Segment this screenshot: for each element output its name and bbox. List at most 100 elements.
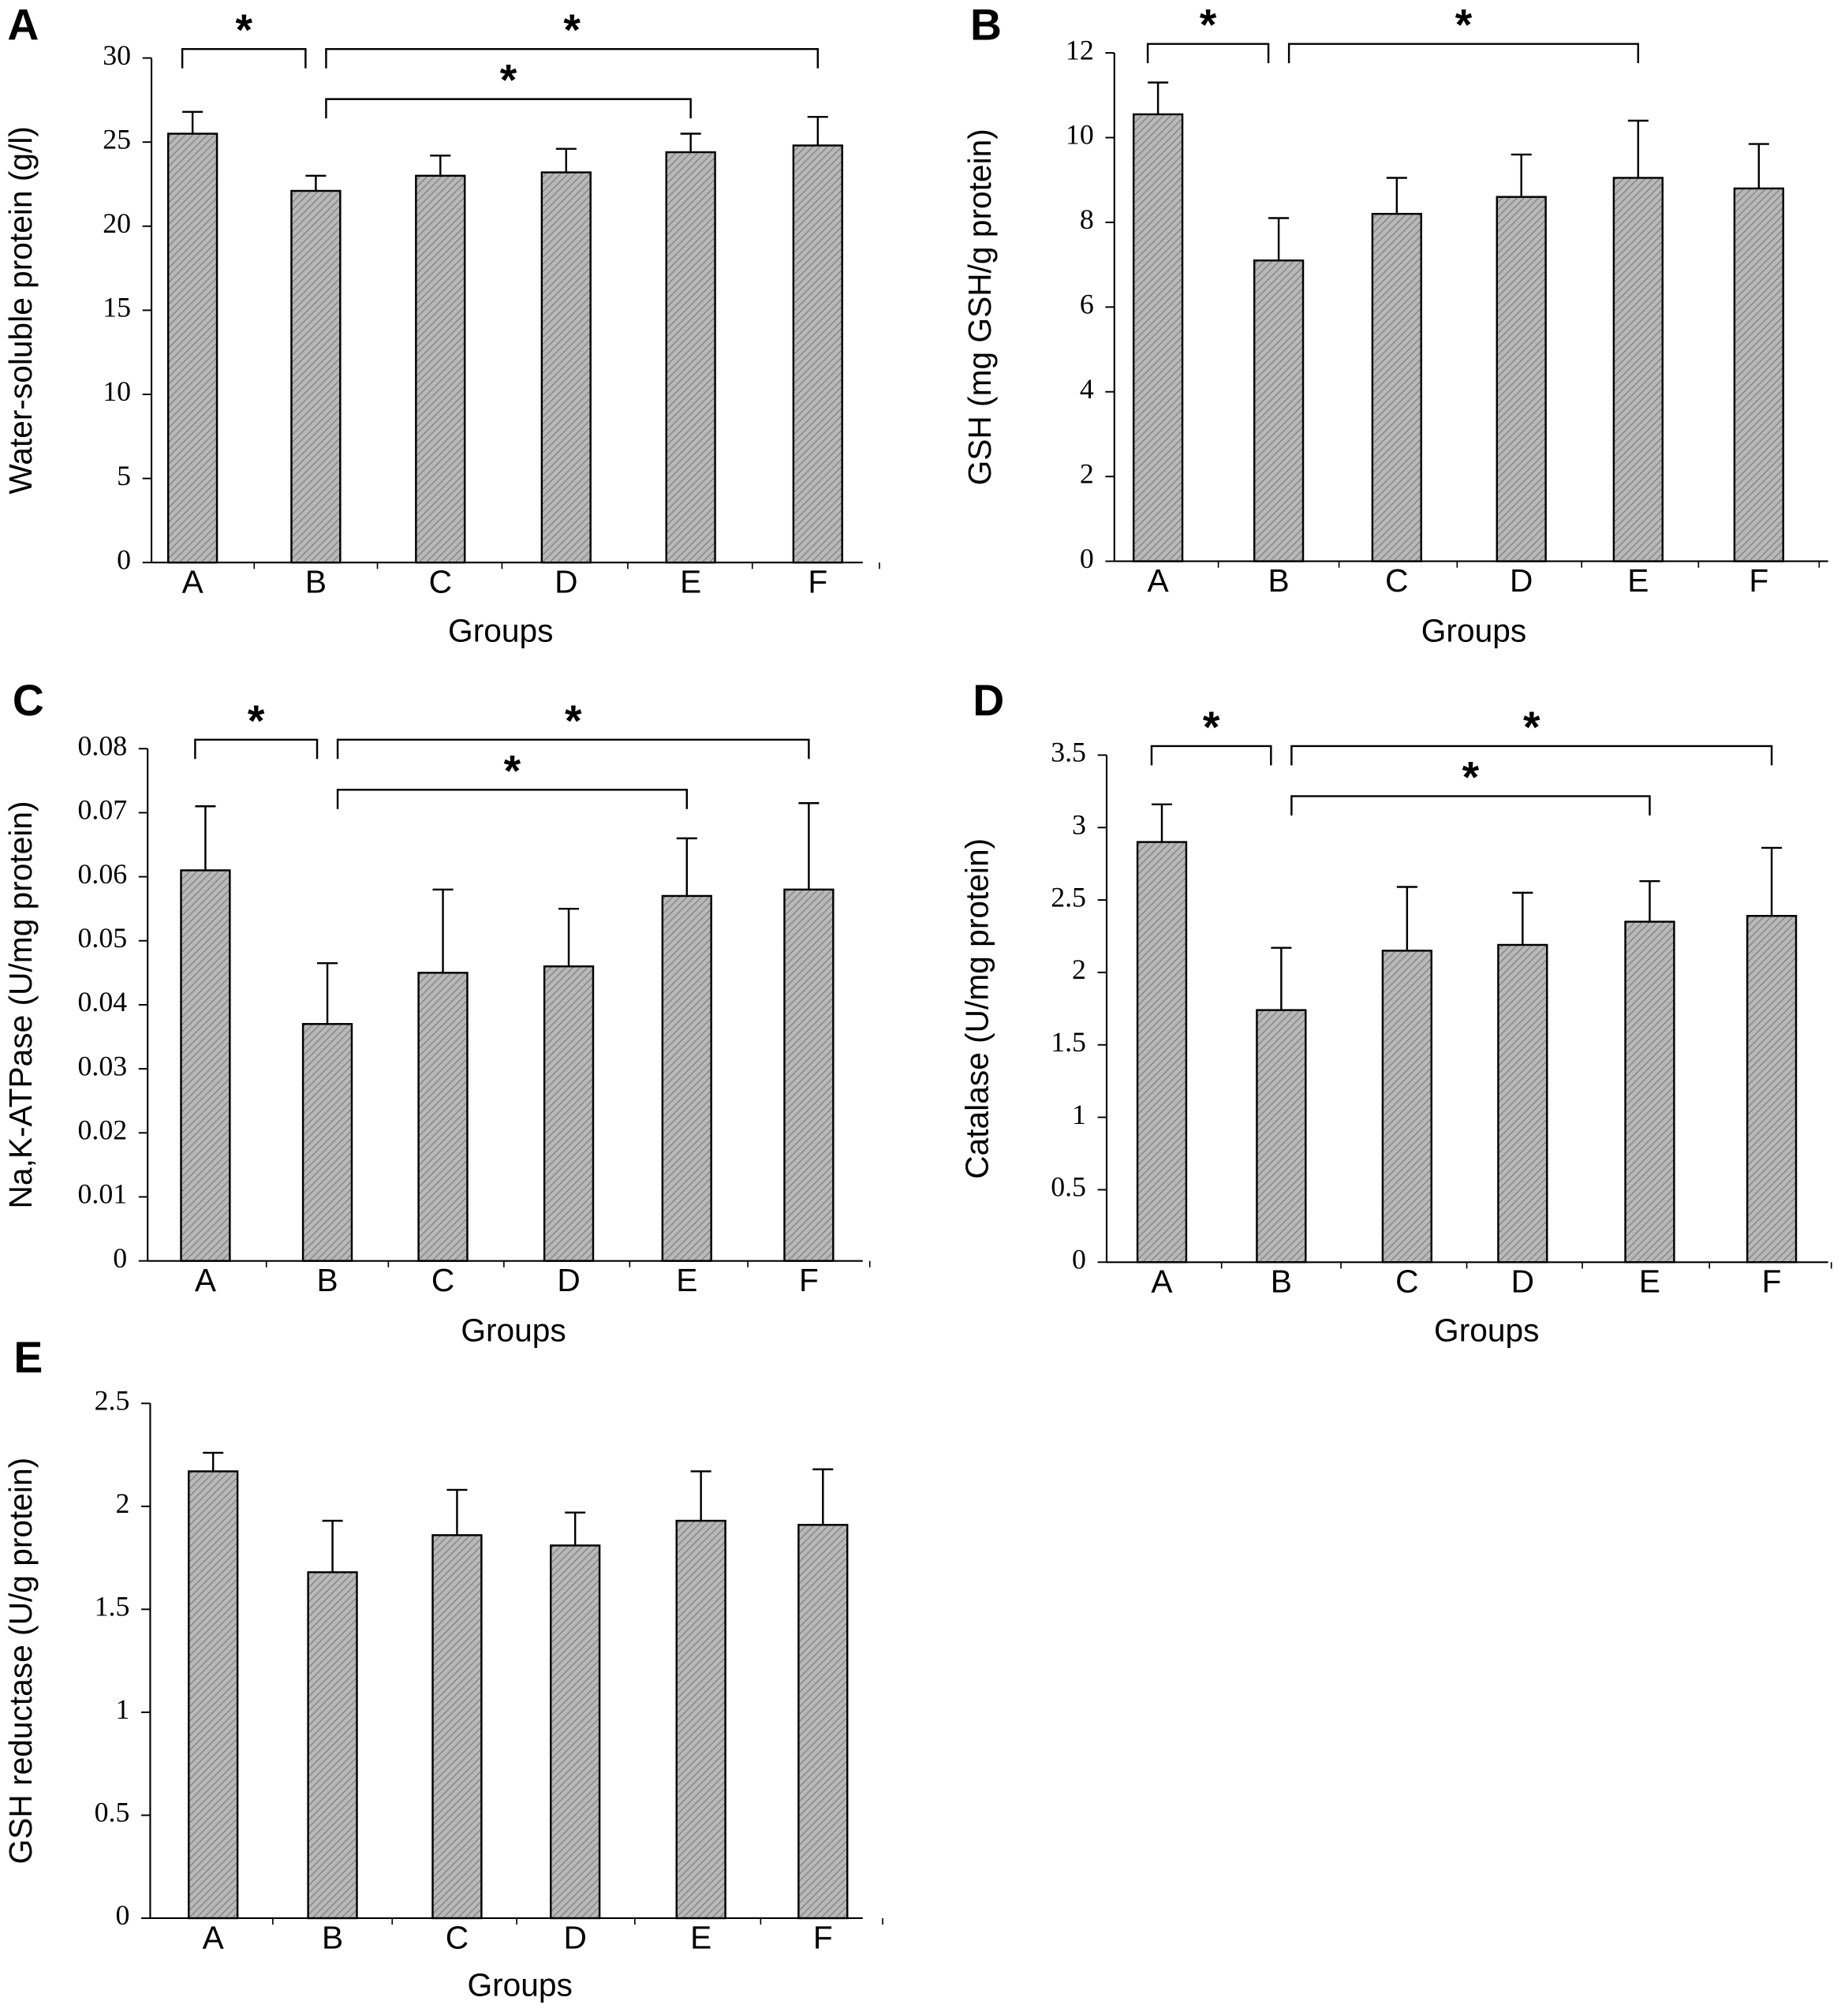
- x-tick-label: F: [808, 564, 827, 600]
- significance-mark: *: [500, 56, 517, 105]
- bar: [665, 151, 716, 564]
- x-tick-label: C: [429, 564, 452, 600]
- y-tick-label: 1: [115, 1693, 129, 1725]
- panel-label: A: [7, 1, 39, 50]
- significance-bracket: [1146, 43, 1270, 64]
- y-axis-label: Catalase (U/mg protein): [959, 838, 995, 1179]
- bar: [417, 972, 469, 1262]
- y-tick-label: 2: [1080, 457, 1094, 489]
- significance-mark: *: [1203, 703, 1220, 752]
- bar: [1496, 196, 1547, 562]
- x-tick-label: A: [182, 564, 204, 600]
- x-tick-label: D: [1510, 562, 1533, 599]
- x-tick-label: A: [203, 1919, 225, 1955]
- significance-mark: *: [248, 696, 265, 745]
- bar: [1624, 920, 1675, 1264]
- bar: [550, 1544, 601, 1920]
- bar: [188, 1470, 239, 1920]
- significance-bracket: [336, 738, 810, 760]
- x-tick-label: D: [1511, 1264, 1534, 1300]
- bar: [1253, 259, 1305, 562]
- x-tick-label: C: [1385, 562, 1408, 599]
- significance-bracket: [181, 47, 307, 69]
- y-tick-label: 0.5: [1051, 1171, 1086, 1203]
- y-tick-label: 20: [103, 207, 131, 239]
- x-axis-label: Groups: [1434, 1312, 1539, 1349]
- bar: [1497, 943, 1548, 1264]
- y-tick-label: 0: [117, 543, 131, 575]
- panel-label: D: [973, 676, 1004, 725]
- x-tick-label: E: [676, 1262, 697, 1298]
- x-tick-label: F: [1762, 1264, 1782, 1300]
- significance-bracket: [1290, 795, 1651, 816]
- bar: [1136, 841, 1188, 1264]
- x-axis-label: Groups: [1421, 612, 1526, 648]
- bar: [540, 171, 592, 564]
- y-tick-label: 2.5: [95, 1385, 130, 1417]
- significance-bracket: [325, 98, 692, 119]
- bar: [290, 189, 342, 564]
- y-tick-label: 0.07: [77, 794, 127, 826]
- x-tick-label: F: [799, 1262, 819, 1298]
- significance-mark: *: [1523, 703, 1540, 752]
- y-tick-label: 2: [115, 1488, 129, 1519]
- y-tick-label: 0: [115, 1899, 129, 1931]
- y-tick-label: 2: [1072, 954, 1086, 985]
- bar: [675, 1519, 726, 1920]
- significance-mark: *: [1455, 1, 1473, 50]
- x-tick-label: B: [322, 1919, 343, 1955]
- x-tick-label: E: [690, 1919, 711, 1955]
- y-tick-label: 3: [1072, 808, 1086, 840]
- bar: [1381, 950, 1433, 1264]
- significance-bracket: [1150, 745, 1272, 766]
- significance-mark: *: [563, 6, 581, 54]
- x-tick-label: D: [557, 1262, 580, 1298]
- y-tick-label: 12: [1066, 34, 1094, 65]
- bar: [1371, 212, 1422, 562]
- bar: [1733, 187, 1784, 562]
- y-tick-label: 1.5: [1051, 1026, 1086, 1058]
- significance-mark: *: [1462, 753, 1480, 802]
- x-tick-label: B: [316, 1262, 338, 1298]
- x-tick-label: C: [446, 1919, 469, 1955]
- significance-mark: *: [565, 696, 582, 745]
- bar: [1746, 915, 1798, 1264]
- x-tick-label: C: [431, 1262, 454, 1298]
- bar: [1256, 1009, 1307, 1264]
- x-tick-label: F: [1749, 562, 1768, 599]
- x-axis-label: Groups: [448, 612, 553, 648]
- x-tick-label: B: [305, 564, 327, 600]
- significance-mark: *: [1200, 1, 1217, 50]
- bar: [797, 1524, 849, 1920]
- y-axis-label: Na,K-ATPase (U/mg protein): [2, 801, 39, 1208]
- significance-bracket: [336, 789, 688, 809]
- y-tick-label: 1: [1072, 1099, 1086, 1130]
- bar: [301, 1023, 353, 1262]
- panel-label: E: [13, 1333, 43, 1382]
- y-tick-label: 2.5: [1051, 881, 1086, 913]
- y-tick-label: 0: [113, 1242, 127, 1274]
- x-tick-label: A: [195, 1262, 217, 1298]
- y-tick-label: 0.06: [77, 858, 127, 890]
- y-tick-label: 0.04: [77, 986, 127, 1017]
- y-axis-label: GSH reductase (U/g protein): [2, 1458, 39, 1865]
- y-tick-label: 0.03: [77, 1050, 127, 1081]
- bar: [543, 965, 595, 1262]
- significance-mark: *: [235, 6, 252, 54]
- x-tick-label: E: [680, 564, 701, 600]
- bar: [661, 894, 712, 1262]
- x-axis-label: Groups: [461, 1312, 566, 1349]
- x-tick-label: E: [1639, 1264, 1660, 1300]
- y-tick-label: 25: [103, 123, 131, 155]
- y-tick-label: 4: [1080, 373, 1094, 405]
- y-tick-label: 10: [103, 375, 131, 407]
- y-tick-label: 0.5: [95, 1797, 130, 1828]
- bar: [783, 888, 835, 1262]
- x-tick-label: C: [1395, 1264, 1418, 1300]
- x-axis-label: Groups: [467, 1967, 572, 2003]
- x-tick-label: A: [1148, 562, 1170, 599]
- y-tick-label: 5: [117, 460, 131, 491]
- significance-bracket: [1287, 43, 1640, 64]
- bar: [307, 1571, 358, 1920]
